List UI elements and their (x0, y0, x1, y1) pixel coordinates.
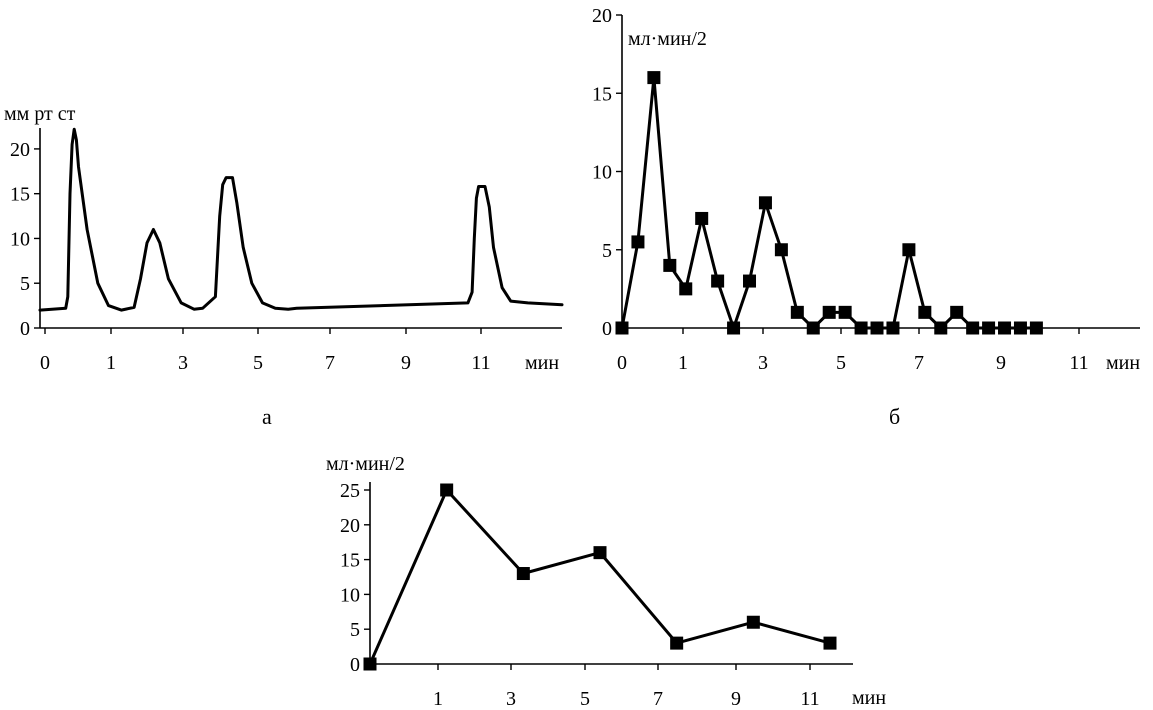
chart-c-y-ticks: 0 5 10 15 20 25 (340, 480, 370, 676)
chart-b-y-tick-label: 5 (602, 240, 612, 262)
chart-b-data-point (854, 321, 868, 335)
chart-a-y-ticks: 0 5 10 15 20 (10, 139, 40, 340)
chart-b-data-point (647, 71, 661, 85)
chart-c-x-tick-label: 3 (506, 688, 516, 710)
chart-a-x-tick-label: 3 (178, 352, 188, 374)
chart-b-x-ticks: 0 1 3 5 7 9 11 (617, 328, 1089, 374)
chart-b-x-axis-label: мин (1106, 352, 1140, 374)
chart-panel-a: 0 5 10 15 20 0 1 3 5 7 9 11 мм рт ст мин а (4, 103, 564, 429)
chart-c-y-tick-label: 0 (350, 654, 360, 676)
chart-c-y-tick-label: 25 (340, 480, 360, 502)
chart-b-data-point (774, 243, 788, 257)
chart-a-x-tick-label: 9 (401, 352, 411, 374)
chart-b-data-point (1013, 321, 1027, 335)
chart-a-y-axis-label: мм рт ст (4, 103, 76, 125)
chart-b-data-point (663, 258, 677, 272)
chart-a-y-tick-label: 10 (10, 228, 30, 250)
chart-a-x-tick-label: 11 (471, 352, 490, 374)
chart-panel-b: 0 5 10 15 20 0 1 3 5 7 9 11 мл·мин/2 мин б (592, 5, 1140, 429)
chart-b-x-tick-label: 7 (914, 352, 924, 374)
chart-b-data-point (998, 321, 1012, 335)
chart-a-y-tick-label: 20 (10, 139, 30, 161)
chart-b-data-point (695, 211, 709, 225)
chart-c-x-axis-label: мин (852, 687, 886, 709)
chart-a-x-axis-label: мин (525, 352, 559, 374)
chart-b-data-point (711, 274, 725, 288)
chart-c-x-tick-label: 5 (580, 688, 590, 710)
chart-c-x-tick-label: 11 (800, 688, 819, 710)
chart-b-data-point (615, 321, 629, 335)
chart-c-data-point (363, 657, 377, 671)
chart-b-data-point (679, 282, 693, 296)
chart-a-x-tick-label: 0 (40, 352, 50, 374)
chart-b-data-point (838, 305, 852, 319)
chart-b-y-tick-label: 0 (602, 318, 612, 340)
chart-c-data-point (516, 567, 530, 581)
chart-b-data-point (950, 305, 964, 319)
chart-c-y-axis-label: мл·мин/2 (326, 453, 405, 475)
chart-b-y-ticks: 0 5 10 15 20 (592, 5, 622, 340)
chart-a-x-tick-label: 5 (253, 352, 263, 374)
chart-b-data-point (727, 321, 741, 335)
chart-b-y-tick-label: 15 (592, 83, 612, 105)
chart-b-data-point (918, 305, 932, 319)
chart-c-y-tick-label: 10 (340, 584, 360, 606)
chart-b-data-point (934, 321, 948, 335)
chart-a-x-ticks: 0 1 3 5 7 9 11 (40, 328, 491, 374)
chart-a-x-tick-label: 1 (106, 352, 116, 374)
chart-c-data-point (593, 546, 607, 560)
chart-b-data-point (982, 321, 996, 335)
chart-b-x-tick-label: 3 (758, 352, 768, 374)
chart-b-panel-label: б (889, 404, 900, 429)
chart-b-data-point (886, 321, 900, 335)
chart-c-data-point (823, 636, 837, 650)
chart-b-data-point (870, 321, 884, 335)
chart-c-data-point (440, 483, 454, 497)
chart-c-flow-line (368, 488, 832, 666)
chart-c-markers (363, 483, 837, 671)
chart-c-x-tick-label: 9 (731, 688, 741, 710)
chart-b-data-point (1029, 321, 1043, 335)
chart-b-data-point (966, 321, 980, 335)
chart-b-x-tick-label: 1 (678, 352, 688, 374)
chart-a-y-tick-label: 0 (20, 318, 30, 340)
chart-b-data-point (743, 274, 757, 288)
chart-b-markers (615, 71, 1043, 335)
chart-b-data-point (631, 235, 645, 249)
chart-b-y-tick-label: 20 (592, 5, 612, 27)
chart-c-x-tick-label: 1 (433, 688, 443, 710)
chart-b-data-point (822, 305, 836, 319)
chart-a-y-tick-label: 15 (10, 184, 30, 206)
chart-a-y-tick-label: 5 (20, 273, 30, 295)
chart-b-data-point (790, 305, 804, 319)
chart-a-x-tick-label: 7 (325, 352, 335, 374)
chart-c-y-tick-label: 15 (340, 550, 360, 572)
chart-b-data-point (902, 243, 916, 257)
chart-c-x-ticks: 1 3 5 7 9 11 (433, 664, 820, 710)
chart-c-y-tick-label: 5 (350, 619, 360, 641)
chart-b-x-tick-label: 0 (617, 352, 627, 374)
chart-b-data-point (758, 196, 772, 210)
chart-c-data-point (670, 636, 684, 650)
chart-b-data-point (806, 321, 820, 335)
chart-c-data-point (746, 615, 760, 629)
chart-c-y-tick-label: 20 (340, 515, 360, 537)
chart-panel-c: 0 5 10 15 20 25 1 3 5 7 9 11 мл·мин/2 мин (326, 453, 886, 710)
chart-b-x-tick-label: 11 (1069, 352, 1088, 374)
chart-b-y-axis-label: мл·мин/2 (628, 28, 707, 50)
chart-b-x-tick-label: 9 (996, 352, 1006, 374)
chart-c-x-tick-label: 7 (653, 688, 663, 710)
chart-b-y-tick-label: 10 (592, 162, 612, 184)
chart-a-panel-label: а (262, 404, 272, 429)
chart-a-pressure-line (38, 127, 564, 312)
chart-b-x-tick-label: 5 (836, 352, 846, 374)
